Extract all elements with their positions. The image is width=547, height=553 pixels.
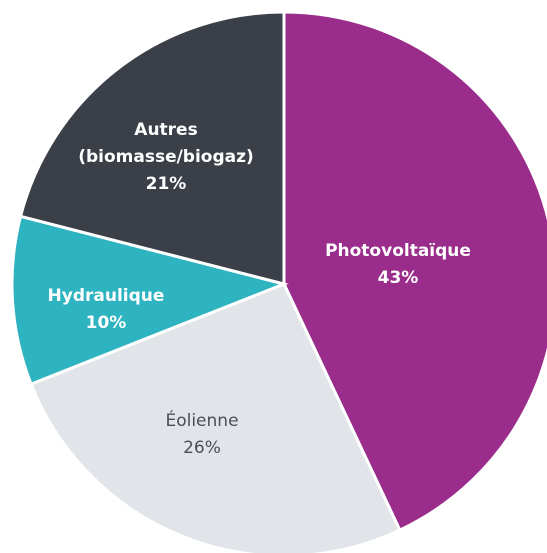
value-label: 10%: [85, 313, 127, 333]
pie-slice: [10, 214, 289, 387]
pie-slice: [18, 10, 286, 286]
category-label: Hydraulique: [47, 286, 165, 306]
category-label: Autres (biomasse/biogaz): [78, 120, 254, 167]
value-label: 26%: [183, 438, 221, 458]
pie-slice: [282, 10, 547, 533]
slice-label: Photovoltaïque 43%: [288, 238, 508, 292]
slice-label: Hydraulique 10%: [0, 283, 216, 337]
value-label: 21%: [145, 174, 187, 194]
pie-slice: [29, 282, 402, 553]
value-label: 43%: [377, 268, 419, 288]
slice-label: Éolienne 26%: [92, 408, 312, 462]
slice-label: Autres (biomasse/biogaz) 21%: [56, 117, 276, 198]
category-label: Éolienne: [165, 411, 239, 431]
category-label: Photovoltaïque: [325, 241, 471, 261]
